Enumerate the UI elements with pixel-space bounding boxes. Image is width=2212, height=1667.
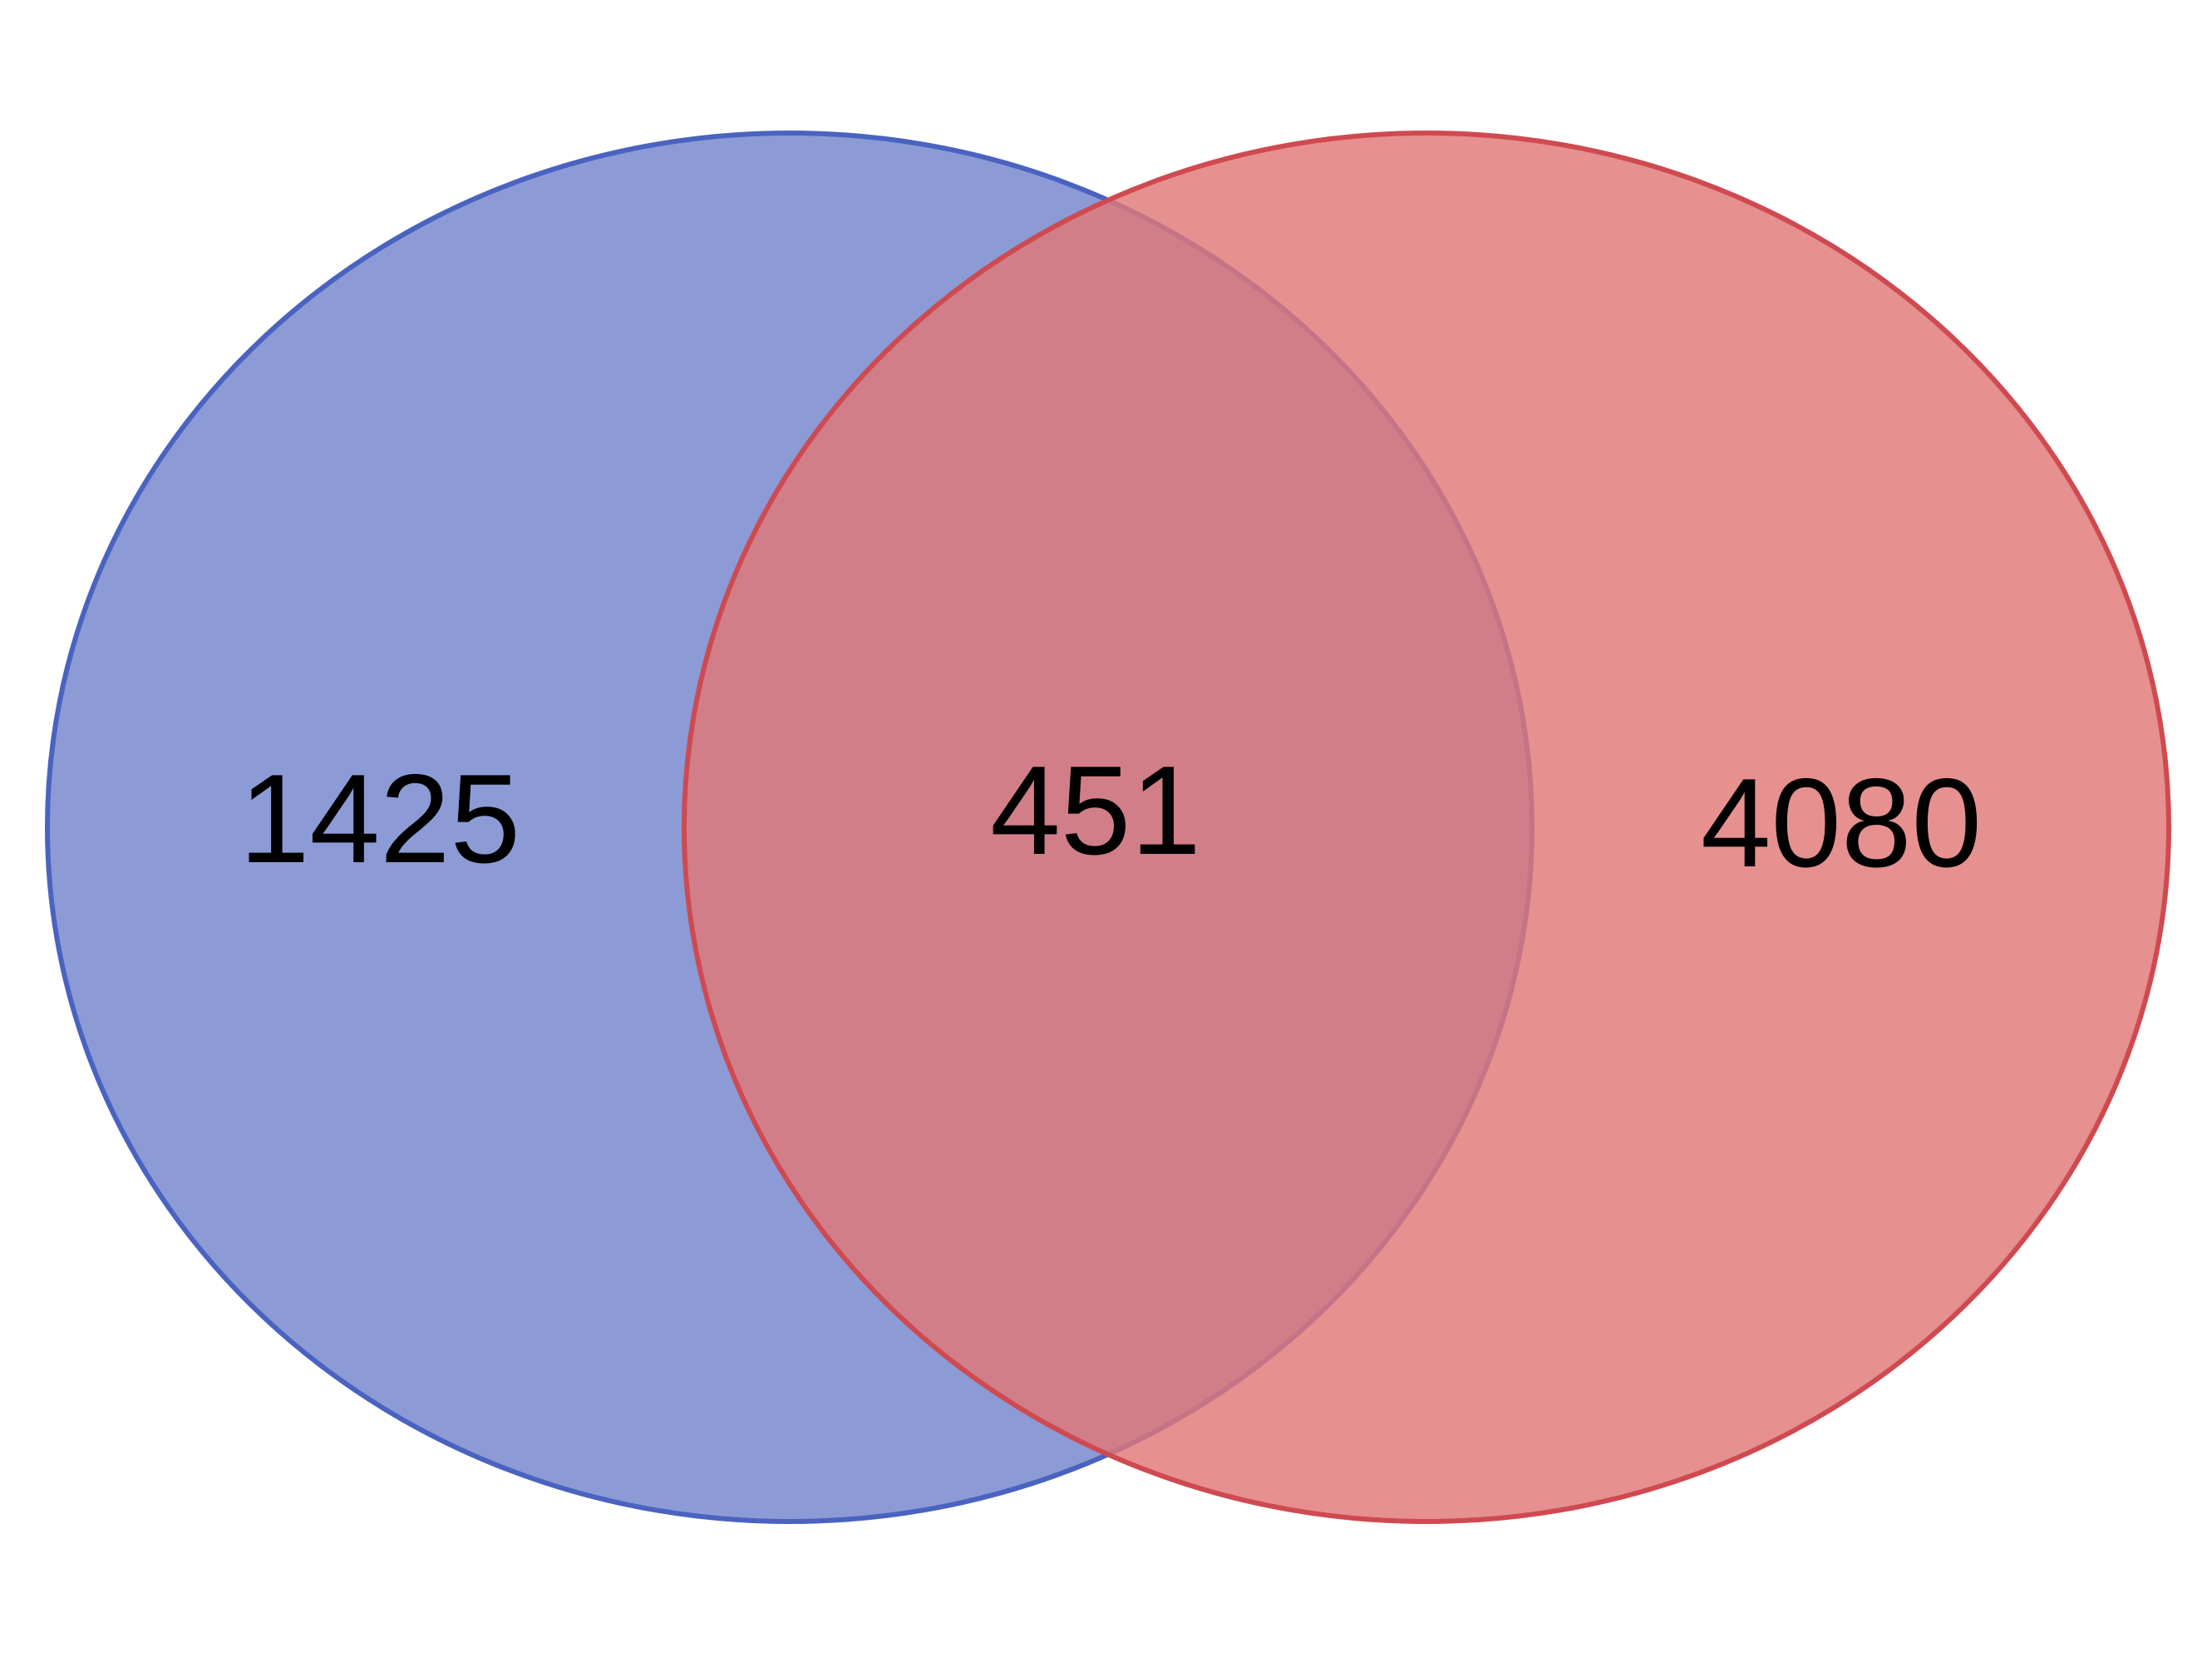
- intersection-count: 451: [990, 740, 1201, 881]
- set-right-circle: [682, 131, 2171, 1524]
- region-labels: 1425 451 4080: [239, 740, 1982, 894]
- set-circles: [45, 131, 2171, 1524]
- right-only-count: 4080: [1701, 752, 1982, 894]
- left-only-count: 1425: [239, 748, 520, 890]
